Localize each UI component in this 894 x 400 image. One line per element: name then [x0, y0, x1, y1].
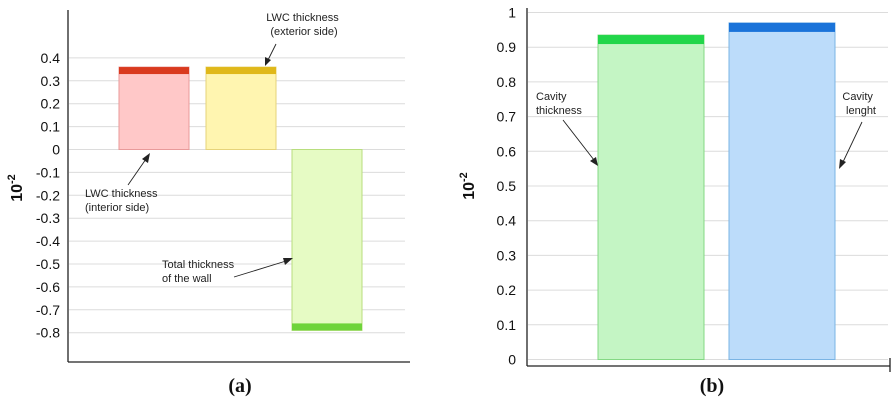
- annotation-lwc-interior-arrow: [127, 158, 147, 186]
- panel-a-y-tick-label: -0.2: [36, 187, 60, 203]
- panel-a-y-tick-label: -0.6: [36, 279, 60, 295]
- panel-b-y-tick-labels: 1 0.9 0.8 0.7 0.6 0.5 0.4 0.3 0.2 0.1 0: [497, 5, 517, 368]
- annotation-lwc-interior: LWC thickness (interior side): [85, 188, 161, 214]
- annotation-total-thickness-arrowhead: [283, 258, 293, 265]
- panel-a-y-unit-label: 10-2: [6, 174, 26, 202]
- panel-b-y-tick-label: 0.2: [497, 282, 517, 298]
- panel-b-bar-1: [597, 34, 705, 361]
- panel-a-y-tick-label: 0.3: [41, 73, 61, 89]
- annotation-total-thickness: Total thickness of the wall: [162, 259, 237, 285]
- panel-b-y-tick-label: 0.9: [497, 39, 517, 55]
- panel-a-bar-3-cap: [292, 323, 362, 331]
- panel-a-y-tick-label: 0: [52, 142, 60, 158]
- panel-a-y-tick-label: -0.7: [36, 302, 60, 318]
- panel-b-y-tick-label: 0.7: [497, 109, 517, 125]
- panel-b-y-tick-label: 0.6: [497, 143, 517, 159]
- annotation-total-thickness-arrow: [233, 260, 287, 278]
- panel-a-bar-3: [291, 149, 363, 331]
- panel-a-bar-2-cap: [206, 67, 276, 75]
- panel-a-bars: [118, 66, 363, 331]
- panel-b-y-tick-label: 0.4: [497, 213, 517, 229]
- panel-b-bar-1-cap: [598, 35, 704, 45]
- panel-b-bar-2-cap: [729, 22, 835, 32]
- panel-a-bar-1-cap: [119, 67, 189, 75]
- panel-a-y-tick-label: 0.4: [41, 50, 61, 66]
- annotation-lwc-exterior-arrow: [267, 43, 277, 61]
- panel-b-label: (b): [700, 375, 724, 397]
- panel-b: 1 0.9 0.8 0.7 0.6 0.5 0.4 0.3 0.2 0.1 0 10-2 Cavit…: [458, 5, 891, 397]
- panel-b-y-tick-label: 0.1: [497, 317, 517, 333]
- panel-b-y-unit-label: 10-2: [458, 172, 478, 200]
- panel-a-bar-2: [205, 66, 277, 150]
- panel-a-y-tick-label: 0.2: [41, 96, 61, 112]
- panel-b-y-tick-label: 0.5: [497, 178, 517, 194]
- panel-a-y-tick-label: 0.1: [41, 119, 61, 135]
- panel-a-bar-1: [118, 66, 190, 150]
- panel-a-y-tick-label: -0.8: [36, 325, 60, 341]
- annotation-cavity-length-arrowhead: [839, 159, 846, 169]
- panel-a-y-tick-labels: 0.4 0.3 0.2 0.1 0 -0.1 -0.2 -0.3 -0.4 -0.5 -0.6 -0.…: [36, 50, 60, 341]
- annotation-lwc-exterior: LWC thickness (exterior side): [266, 12, 342, 38]
- panel-a-y-tick-label: -0.4: [36, 233, 60, 249]
- annotation-lwc-interior-arrowhead: [142, 153, 150, 163]
- panel-a: 0.4 0.3 0.2 0.1 0 -0.1 -0.2 -0.3 -0.4 -0.5 -0.6 -0.…: [6, 10, 410, 397]
- panel-b-bars: [597, 22, 836, 361]
- panel-b-bar-2: [728, 22, 836, 360]
- annotation-cavity-thickness-arrowhead: [590, 157, 598, 166]
- panel-b-y-tick-label: 1: [508, 5, 516, 21]
- panel-a-label: (a): [228, 375, 251, 397]
- annotation-cavity-length-arrow: [842, 121, 863, 163]
- annotation-cavity-length: Cavity lenght: [842, 91, 876, 117]
- annotation-lwc-exterior-arrowhead: [265, 57, 271, 66]
- annotation-cavity-thickness: Cavity thickness: [536, 91, 582, 117]
- panel-b-y-tick-label: 0.8: [497, 74, 517, 90]
- panel-b-y-tick-label: 0: [508, 352, 516, 368]
- panel-a-y-tick-label: -0.1: [36, 164, 60, 180]
- panel-a-y-tick-label: -0.5: [36, 256, 60, 272]
- panel-b-y-tick-label: 0.3: [497, 247, 517, 263]
- annotation-cavity-thickness-arrow: [562, 119, 595, 161]
- panel-a-y-tick-label: -0.3: [36, 210, 60, 226]
